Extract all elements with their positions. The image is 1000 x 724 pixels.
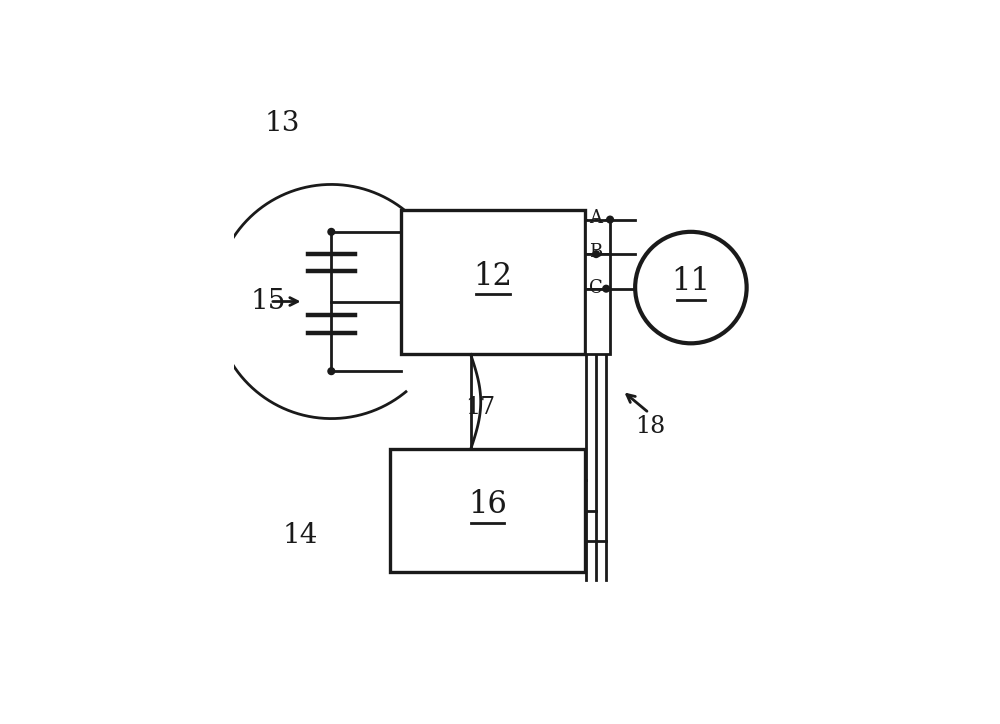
Circle shape bbox=[328, 368, 335, 374]
Bar bbox=[585, 289, 610, 355]
Bar bbox=[585, 219, 610, 254]
Text: 15: 15 bbox=[250, 288, 286, 315]
Text: C: C bbox=[589, 279, 603, 297]
Text: 18: 18 bbox=[635, 416, 665, 439]
Circle shape bbox=[607, 216, 613, 223]
Text: 14: 14 bbox=[283, 522, 318, 549]
Bar bbox=[390, 449, 585, 572]
Circle shape bbox=[603, 285, 610, 292]
Text: A: A bbox=[589, 209, 602, 227]
Bar bbox=[585, 254, 610, 289]
Text: 12: 12 bbox=[473, 261, 512, 292]
Text: 13: 13 bbox=[264, 109, 300, 137]
Text: 17: 17 bbox=[465, 396, 495, 419]
Text: 16: 16 bbox=[468, 489, 507, 521]
Circle shape bbox=[593, 251, 599, 258]
Text: 11: 11 bbox=[671, 266, 710, 298]
Text: B: B bbox=[589, 243, 603, 261]
Bar bbox=[401, 209, 585, 355]
Circle shape bbox=[328, 229, 335, 235]
